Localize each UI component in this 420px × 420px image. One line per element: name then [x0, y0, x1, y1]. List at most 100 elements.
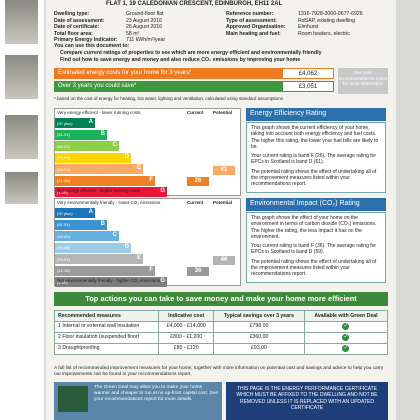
- field-row: Approved Organisation: Elmhurst: [226, 24, 391, 31]
- measure-cell: £4,000 - £14,000: [158, 320, 214, 333]
- footer-note: A full list of recommended improvement m…: [54, 366, 384, 377]
- rating-title: Energy Efficiency Rating: [246, 108, 386, 121]
- measure-row: 1 Internal or external wall insulation £4…: [53, 320, 389, 333]
- address: FLAT 1, 19 CALEDONIAN CRESCENT, EDINBURG…: [106, 1, 283, 7]
- field-value: 26 August 2016: [126, 24, 163, 30]
- thumbnail[interactable]: [5, 0, 38, 44]
- band-letter: A: [88, 119, 93, 126]
- band-letter: C: [112, 232, 117, 239]
- field-label: Type of assessment:: [226, 17, 277, 24]
- band-range: (92 plus): [57, 120, 73, 126]
- chart-bottom-label: Not energy efficient - higher running co…: [57, 188, 141, 194]
- column-header: Potential: [213, 200, 233, 205]
- rating-chart: Very environmentally friendly - lower CO…: [54, 198, 241, 288]
- band-letter: E: [136, 255, 141, 262]
- field-row: Total floor area: 58 m²: [54, 31, 224, 38]
- thumbnail-strip: [0, 0, 44, 420]
- band: (55-68) D: [55, 152, 131, 163]
- band: (39-54) E: [55, 164, 143, 175]
- field-value: Ground-floor flat: [126, 11, 164, 17]
- band-range: (21-38): [57, 268, 70, 274]
- rating-paragraph: Your current rating is band F (26). The …: [251, 153, 377, 166]
- band-range: (69-80): [57, 233, 70, 239]
- cost-table: Estimated energy costs for your home for…: [54, 68, 334, 94]
- band-letter: F: [149, 266, 153, 273]
- chart-bottom-label: Not environmentally friendly - higher CO…: [57, 278, 161, 284]
- field-row: Reference number: 1316-7928-3000-0677-692…: [226, 11, 391, 18]
- rating-arrow: 46: [213, 255, 235, 265]
- cost-label: Estimated energy costs for your home for…: [54, 68, 282, 79]
- field-row: Primary Energy Indicator: 711 kWh/m²/year: [54, 37, 224, 44]
- rating-paragraph: This graph shows the effect of your home…: [251, 215, 377, 240]
- header-cell: Indicative cost: [158, 310, 214, 322]
- bullet: Compare current ratings of properties to…: [60, 50, 322, 56]
- band-letter: C: [112, 142, 117, 149]
- fields-right: Reference number: 1316-7928-3000-0677-692…: [226, 11, 391, 37]
- field-label: Date of assessment:: [54, 17, 105, 24]
- field-label: Approved Organisation:: [226, 24, 286, 30]
- measure-row: 3 Draughtproofing £80 - £120 £93.00 ✓: [53, 342, 389, 355]
- cost-value: £3,051: [282, 81, 334, 92]
- column-header: Current: [187, 110, 204, 115]
- header-cell: Available with Green Deal: [303, 310, 389, 322]
- cost-footnote: * based on the cost of energy for heatin…: [54, 96, 283, 101]
- band-range: (55-68): [57, 155, 70, 161]
- bands: (92 plus) A (81-91) B (69-80) C (55-68) D (39-54…: [55, 208, 240, 288]
- cost-label: Over 3 years you could save*: [54, 81, 282, 92]
- measure-cell: £798.00: [213, 320, 305, 333]
- band-range: (1-20): [57, 279, 68, 285]
- rating-paragraph: The potential rating shows the effect of…: [251, 168, 377, 188]
- band: (69-80) C: [55, 231, 119, 242]
- rating-paragraph: Your current rating is band F (36). The …: [251, 243, 377, 256]
- band-letter: B: [100, 130, 105, 137]
- column-header: Potential: [213, 110, 233, 115]
- green-deal-tick: ✓: [342, 345, 350, 352]
- cost-side-note: See your recommendations report for more…: [338, 68, 388, 94]
- band-letter: E: [136, 165, 141, 172]
- measure-cell: £80 - £120: [158, 342, 214, 355]
- thumbnail[interactable]: [5, 55, 38, 99]
- field-label: Main heating and fuel:: [226, 30, 281, 37]
- field-row: Date of certificate: 26 August 2016: [54, 24, 224, 31]
- band-range: (92 plus): [57, 210, 73, 216]
- thumbnail[interactable]: [5, 172, 38, 204]
- band: (92 plus) A: [55, 118, 95, 129]
- field-row: Date of assessment: 23 August 2016: [54, 18, 224, 25]
- field-value: 1316-7928-3000-0677-6926: [298, 11, 363, 17]
- measure-cell: 3 Draughtproofing: [53, 342, 160, 355]
- band-range: (81-91): [57, 222, 70, 228]
- field-row: Type of assessment: RdSAP, existing dwell…: [226, 18, 391, 25]
- field-value: RdSAP, existing dwelling: [298, 17, 355, 24]
- rating-title: Environmental Impact (CO₂) Rating: [246, 198, 386, 211]
- rating-arrow: 36: [187, 267, 209, 277]
- measure-cell: £93.00: [213, 342, 305, 355]
- field-value: 23 August 2016: [126, 17, 163, 24]
- green-deal-cell: ✓: [303, 342, 389, 355]
- band-range: (21-38): [57, 178, 70, 184]
- rating-text: This graph shows the current efficiency …: [246, 122, 386, 194]
- band: (21-38) F: [55, 175, 155, 186]
- band: (55-68) D: [55, 242, 131, 253]
- rating-arrow: 26: [187, 177, 209, 187]
- certificate-notice: THIS PAGE IS THE ENERGY PERFORMANCE CERT…: [226, 382, 388, 420]
- band: (92 plus) A: [55, 208, 95, 219]
- green-deal-box: The Green Deal may allow you to make you…: [54, 382, 222, 420]
- field-row: Dwelling type: Ground-floor flat: [54, 11, 224, 18]
- table-header: Recommended measures Indicative cost Typic…: [53, 310, 389, 322]
- actions-table: Recommended measures Indicative cost Typic…: [53, 310, 389, 355]
- cost-value: £4,062: [282, 68, 334, 79]
- rating-paragraph: The potential rating shows the effect of…: [251, 258, 377, 278]
- band-letter: G: [160, 278, 165, 285]
- thumbnail[interactable]: [5, 115, 38, 159]
- rating-text: This graph shows the effect of your home…: [246, 212, 386, 284]
- actions-title: Top actions you can take to save money a…: [54, 292, 388, 306]
- measure-row: 2 Floor insulation (suspended floor) £800…: [53, 331, 389, 344]
- field-row: Main heating and fuel: Room heaters, elec…: [226, 31, 391, 38]
- rating-arrow: 41: [213, 165, 235, 175]
- header-cell: Typical savings over 3 years: [213, 310, 305, 322]
- field-label: Primary Energy Indicator:: [54, 37, 118, 43]
- rating-paragraph: This graph shows the current efficiency …: [251, 125, 379, 150]
- band-letter: D: [124, 153, 129, 160]
- rating-chart: Very energy efficient - lower running co…: [54, 108, 241, 198]
